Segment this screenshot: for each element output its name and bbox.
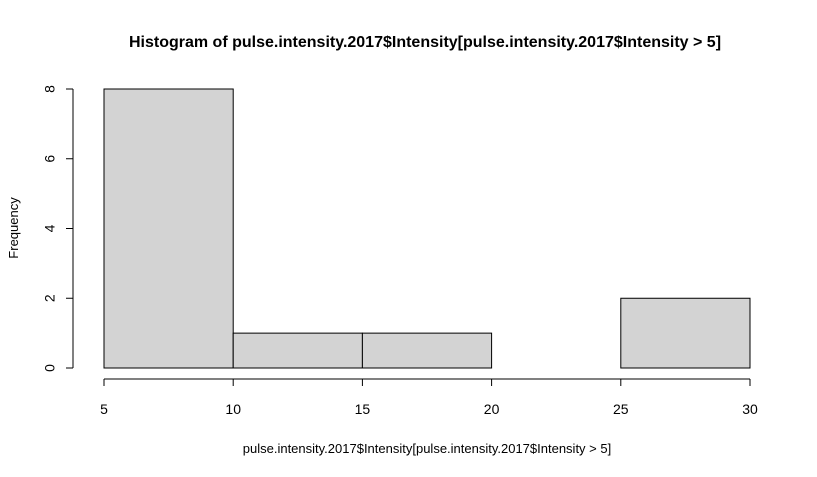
histogram-bar-1 <box>232 332 363 369</box>
x-tick-label-5: 30 <box>742 401 758 417</box>
histogram-bar-2 <box>361 332 493 369</box>
histogram-bar-4 <box>620 297 751 369</box>
y-tick-label-0: 0 <box>42 364 58 372</box>
y-ticks-group: 0 2 4 6 8 <box>42 85 73 372</box>
y-axis-label: Frequency <box>6 197 21 259</box>
bars-group <box>103 88 751 369</box>
histogram-bar-0 <box>103 88 234 369</box>
x-tick-label-2: 15 <box>355 401 371 417</box>
x-tick-label-3: 20 <box>484 401 500 417</box>
x-tick-label-4: 25 <box>613 401 629 417</box>
y-tick-label-4: 8 <box>42 85 58 93</box>
x-ticks-group: 5 10 15 20 25 30 <box>100 379 758 417</box>
chart-title: Histogram of pulse.intensity.2017$Intens… <box>129 34 721 51</box>
y-tick-label-2: 4 <box>42 224 58 232</box>
x-tick-label-1: 10 <box>225 401 241 417</box>
y-tick-label-1: 2 <box>42 294 58 302</box>
x-axis-label: pulse.intensity.2017$Intensity[pulse.int… <box>243 441 611 456</box>
y-tick-label-3: 6 <box>42 155 58 163</box>
x-tick-label-0: 5 <box>100 401 108 417</box>
